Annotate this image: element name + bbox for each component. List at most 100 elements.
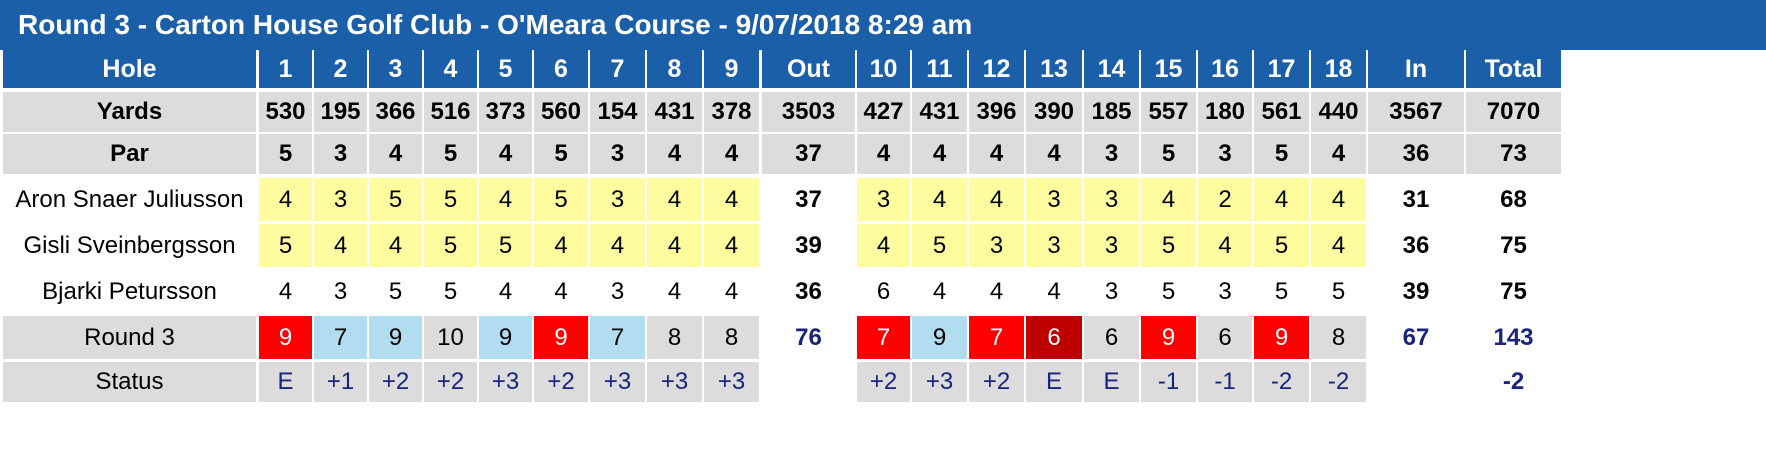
player-score-cell: 4 bbox=[704, 224, 759, 267]
info-row-label: Yards bbox=[3, 92, 256, 132]
status-score-cell: -2 bbox=[1311, 362, 1366, 402]
player-score-cell: 5 bbox=[1141, 224, 1196, 267]
info-score-cell: 73 bbox=[1466, 134, 1561, 174]
player-score-cell: 4 bbox=[259, 270, 312, 313]
info-score-cell: 530 bbox=[259, 92, 312, 132]
header-cell: 17 bbox=[1254, 50, 1309, 88]
round-score-cell: 7 bbox=[857, 316, 910, 359]
player-score-cell: 4 bbox=[1311, 224, 1366, 267]
player-score-cell: 3 bbox=[1026, 178, 1082, 221]
round-score-cell: 8 bbox=[647, 316, 702, 359]
header-cell: 13 bbox=[1026, 50, 1082, 88]
info-score-cell: 3503 bbox=[762, 92, 855, 132]
round-score-cell: 76 bbox=[795, 323, 822, 351]
header-cell: 12 bbox=[969, 50, 1024, 88]
player-score-cell: 3 bbox=[1084, 270, 1139, 313]
player-score-cell: 68 bbox=[1500, 185, 1527, 213]
player-score-cell: 4 bbox=[912, 270, 967, 313]
scorecard-title-bar: Round 3 - Carton House Golf Club - O'Mea… bbox=[0, 0, 1766, 50]
status-score-cell: +3 bbox=[912, 362, 967, 402]
player-score-cell: 5 bbox=[1311, 270, 1366, 313]
info-score-cell: 4 bbox=[857, 134, 910, 174]
player-score-cell: 36 bbox=[795, 277, 822, 305]
info-score-cell: 561 bbox=[1254, 92, 1309, 132]
player-score-cell: 4 bbox=[479, 178, 532, 221]
header-cell: 18 bbox=[1311, 50, 1366, 88]
info-score-cell: 5 bbox=[534, 134, 588, 174]
info-score-cell: 7070 bbox=[1466, 92, 1561, 132]
scorecard-title: Round 3 - Carton House Golf Club - O'Mea… bbox=[18, 9, 973, 40]
info-score-cell: 4 bbox=[969, 134, 1024, 174]
info-score-cell: 4 bbox=[704, 134, 759, 174]
status-score-cell: E bbox=[259, 362, 312, 402]
info-score-cell: 5 bbox=[424, 134, 477, 174]
player-row-label: Aron Snaer Juliusson bbox=[3, 178, 256, 221]
info-score-cell: 3 bbox=[1084, 134, 1139, 174]
header-cell: 5 bbox=[479, 50, 532, 88]
header-cell: 1 bbox=[259, 50, 312, 88]
player-score-cell: 5 bbox=[1254, 270, 1309, 313]
player-score-cell: 4 bbox=[704, 270, 759, 313]
info-score-cell: 154 bbox=[590, 92, 645, 132]
round-score-cell: 9 bbox=[912, 316, 967, 359]
player-score-cell: 3 bbox=[1084, 224, 1139, 267]
status-score-cell: -2 bbox=[1502, 368, 1525, 395]
info-score-cell: 431 bbox=[912, 92, 967, 132]
info-score-cell: 37 bbox=[762, 134, 855, 174]
player-score-cell: 3 bbox=[969, 224, 1024, 267]
info-score-cell: 4 bbox=[912, 134, 967, 174]
info-score-cell: 5 bbox=[1254, 134, 1309, 174]
player-score-cell: 5 bbox=[369, 178, 422, 221]
round-score-cell: 7 bbox=[314, 316, 367, 359]
round-score-cell: 6 bbox=[1198, 316, 1252, 359]
info-score-cell: 560 bbox=[534, 92, 588, 132]
player-score-cell: 39 bbox=[795, 231, 822, 259]
status-score-cell: +3 bbox=[704, 362, 759, 402]
round-score-cell: 8 bbox=[704, 316, 759, 359]
status-score-cell: +2 bbox=[424, 362, 477, 402]
round-score-cell: 9 bbox=[369, 316, 422, 359]
player-score-cell: 5 bbox=[479, 224, 532, 267]
header-cell: 9 bbox=[704, 50, 759, 88]
player-score-cell: 4 bbox=[647, 178, 702, 221]
player-score-cell: 3 bbox=[314, 270, 367, 313]
round-score-cell: 9 bbox=[1254, 316, 1309, 359]
status-score-cell bbox=[1368, 362, 1464, 402]
info-score-cell: 185 bbox=[1084, 92, 1139, 132]
player-score-cell: 4 bbox=[534, 224, 588, 267]
round-score-cell: 9 bbox=[1141, 316, 1196, 359]
info-score-cell: 4 bbox=[647, 134, 702, 174]
round-score-cell: 7 bbox=[590, 316, 645, 359]
header-cell: 11 bbox=[912, 50, 967, 88]
header-cell: 6 bbox=[534, 50, 588, 88]
info-score-cell: 431 bbox=[647, 92, 702, 132]
info-score-cell: 36 bbox=[1368, 134, 1464, 174]
info-score-cell: 3 bbox=[590, 134, 645, 174]
info-score-cell: 4 bbox=[1026, 134, 1082, 174]
player-score-cell: 4 bbox=[1198, 224, 1252, 267]
info-score-cell: 516 bbox=[424, 92, 477, 132]
info-score-cell: 427 bbox=[857, 92, 910, 132]
player-score-cell: 4 bbox=[534, 270, 588, 313]
info-score-cell: 4 bbox=[479, 134, 532, 174]
player-score-cell: 3 bbox=[1026, 224, 1082, 267]
info-score-cell: 180 bbox=[1198, 92, 1252, 132]
status-score-cell: +3 bbox=[590, 362, 645, 402]
info-score-cell: 5 bbox=[1141, 134, 1196, 174]
player-score-cell: 6 bbox=[857, 270, 910, 313]
player-score-cell: 4 bbox=[969, 178, 1024, 221]
status-score-cell: +3 bbox=[647, 362, 702, 402]
status-score-cell: +3 bbox=[479, 362, 532, 402]
player-score-cell: 3 bbox=[590, 270, 645, 313]
round-score-cell: 8 bbox=[1311, 316, 1366, 359]
player-score-cell: 5 bbox=[1254, 224, 1309, 267]
player-score-cell: 3 bbox=[314, 178, 367, 221]
round-score-cell: 9 bbox=[479, 316, 532, 359]
round-score-cell: 7 bbox=[969, 316, 1024, 359]
player-score-cell: 5 bbox=[912, 224, 967, 267]
info-score-cell: 3 bbox=[314, 134, 367, 174]
player-score-cell: 3 bbox=[857, 178, 910, 221]
header-cell: 3 bbox=[369, 50, 422, 88]
player-score-cell: 4 bbox=[647, 224, 702, 267]
